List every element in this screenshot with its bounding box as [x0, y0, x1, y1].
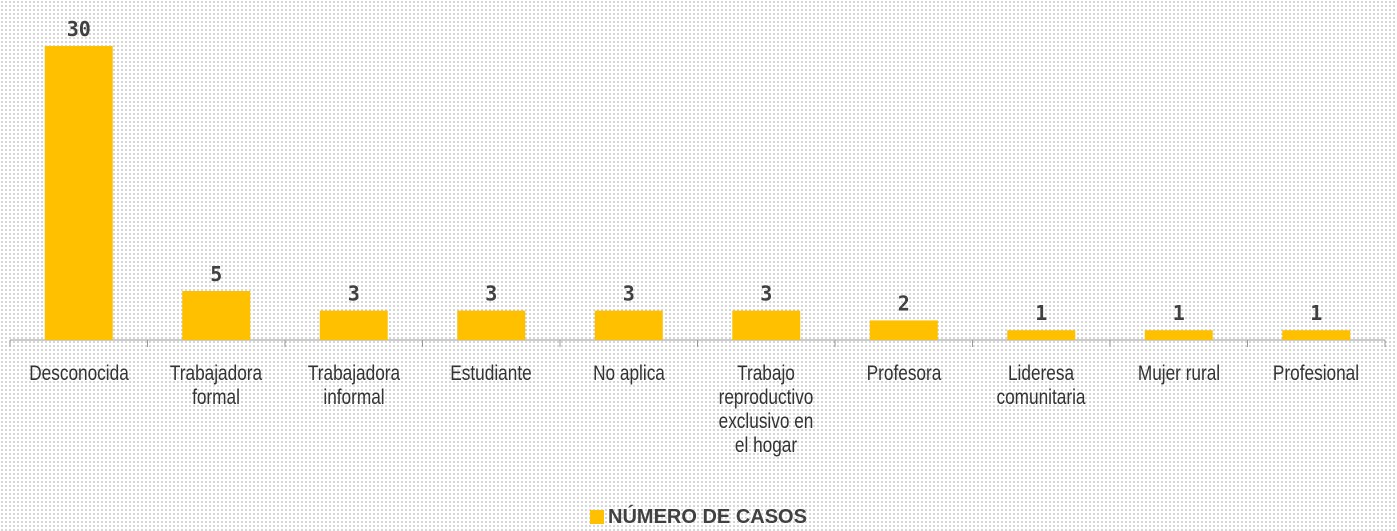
x-tick-label: No aplica: [592, 362, 665, 385]
data-label: 5: [210, 262, 222, 286]
bar: [594, 310, 663, 340]
x-tick-label: Profesional: [1273, 362, 1360, 385]
bar: [1007, 330, 1076, 340]
x-tick-label: Desconocida: [28, 362, 129, 385]
legend-swatch: [590, 510, 605, 524]
x-tick-label: Trabajadora informal: [307, 362, 400, 409]
legend: NÚMERO DE CASOS: [0, 506, 1397, 529]
x-tick-label: Trabajo reproductivo exclusivo en el hog…: [718, 362, 814, 457]
data-label: 3: [485, 282, 497, 306]
x-tick-label: Lideresa comunitaria: [996, 362, 1086, 409]
data-label: 1: [1035, 301, 1047, 325]
data-label: 2: [898, 291, 910, 315]
bar: [457, 310, 526, 340]
x-tick-label: Mujer rural: [1137, 362, 1220, 385]
data-label: 3: [760, 282, 772, 306]
data-label: 1: [1310, 301, 1322, 325]
x-tick-label: Trabajadora formal: [170, 362, 263, 409]
bar: [1282, 330, 1351, 340]
bar: [1144, 330, 1213, 340]
bar: [319, 310, 388, 340]
data-label: 1: [1173, 301, 1185, 325]
data-label: 30: [67, 17, 91, 41]
data-label: 3: [348, 282, 360, 306]
bar: [732, 310, 801, 340]
x-tick-label: Profesora: [866, 362, 942, 385]
bar: [869, 320, 938, 340]
bar: [182, 291, 251, 340]
x-tick-label: Estudiante: [450, 362, 532, 385]
bar: [44, 46, 113, 340]
legend-label: NÚMERO DE CASOS: [608, 506, 807, 528]
data-label: 3: [623, 282, 635, 306]
